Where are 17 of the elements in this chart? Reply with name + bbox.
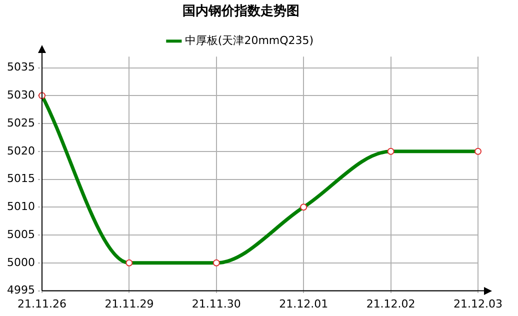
y-tick-label: 5035	[6, 60, 35, 74]
x-tick-label: 21.12.01	[279, 297, 328, 310]
y-tick-label: 4995	[6, 284, 35, 297]
x-tick-label: 21.12.02	[366, 297, 416, 310]
y-tick-label: 5005	[6, 228, 35, 241]
y-tick-label: 5010	[6, 200, 35, 214]
chart-title: 国内钢价指数走势图	[182, 3, 300, 20]
y-tick-label: 5020	[6, 144, 35, 158]
y-tick-label: 5000	[6, 256, 35, 269]
x-tick-label: 21.11.30	[192, 297, 241, 310]
x-tick-label: 21.11.26	[18, 297, 66, 310]
y-tick-label: 5025	[6, 116, 35, 130]
x-tick-label: 21.12.03	[454, 297, 502, 310]
x-tick-label: 21.11.29	[104, 297, 154, 310]
legend-label: 中厚板(天津20mmQ235)	[184, 34, 314, 47]
y-tick-label: 5015	[6, 172, 35, 186]
y-tick-label: 5030	[6, 88, 35, 102]
